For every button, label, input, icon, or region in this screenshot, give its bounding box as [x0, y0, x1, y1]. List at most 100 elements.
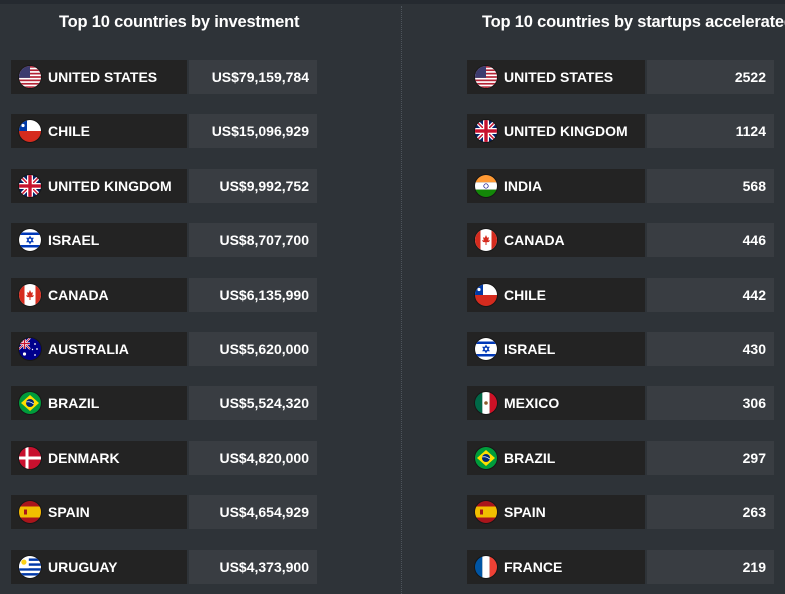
flag-fr-icon — [475, 555, 497, 578]
country-name-denmark: DENMARK — [48, 449, 120, 466]
value-label: 446 — [742, 232, 766, 249]
country-cell: UNITED KINGDOM — [467, 114, 645, 149]
value-cell: US$4,373,900 — [189, 549, 317, 584]
flag-br-icon — [19, 392, 41, 415]
flag-ca-icon — [475, 229, 497, 252]
table-row: INDIA 568 — [402, 168, 785, 203]
table-row: DENMARK US$4,820,000 — [0, 440, 400, 475]
value-cell: 2522 — [647, 60, 774, 94]
country-cell: CHILE — [11, 114, 187, 149]
value-label: US$15,096,929 — [211, 123, 309, 140]
value-cell: 430 — [647, 332, 774, 366]
value-label: 430 — [742, 341, 766, 357]
value-label: US$6,135,990 — [219, 286, 309, 303]
table-row: BRAZIL 297 — [402, 440, 785, 475]
value-label: 568 — [742, 177, 766, 194]
country-cell: CHILE — [467, 277, 645, 312]
flag-ca-icon — [19, 283, 41, 306]
country-name-chile: CHILE — [504, 286, 546, 303]
table-row: UNITED KINGDOM 1124 — [402, 114, 785, 149]
value-cell: US$5,620,000 — [189, 332, 317, 366]
country-cell: SPAIN — [467, 495, 645, 530]
flag-cl-icon — [19, 120, 41, 143]
country-name-canada: CANADA — [48, 286, 109, 303]
table-row: BRAZIL US$5,524,320 — [0, 386, 400, 421]
flag-us-icon — [475, 66, 497, 88]
value-label: US$5,620,000 — [219, 341, 309, 357]
flag-br-icon — [475, 446, 497, 469]
country-cell: UNITED STATES — [11, 60, 187, 94]
value-cell: US$4,654,929 — [189, 495, 317, 530]
country-name-spain: SPAIN — [504, 504, 546, 521]
country-name-brazil: BRAZIL — [48, 395, 100, 412]
value-cell: 446 — [647, 223, 774, 258]
value-label: US$8,707,700 — [219, 232, 309, 249]
country-name-united-kingdom: UNITED KINGDOM — [48, 177, 172, 194]
value-cell: 442 — [647, 277, 774, 312]
value-label: 442 — [742, 286, 766, 303]
country-name-france: FRANCE — [504, 558, 563, 575]
country-name-israel: ISRAEL — [48, 232, 100, 249]
country-cell: UNITED KINGDOM — [11, 168, 187, 203]
country-name-united-kingdom: UNITED KINGDOM — [504, 123, 628, 140]
country-cell: CANADA — [11, 277, 187, 312]
table-row: ISRAEL 430 — [402, 332, 785, 366]
country-cell: BRAZIL — [467, 440, 645, 475]
country-cell: AUSTRALIA — [11, 332, 187, 366]
country-name-united-states: UNITED STATES — [48, 69, 158, 85]
value-cell: US$9,992,752 — [189, 168, 317, 203]
country-cell: FRANCE — [467, 549, 645, 584]
flag-au-icon — [19, 338, 41, 360]
value-cell: US$8,707,700 — [189, 223, 317, 258]
table-row: CHILE US$15,096,929 — [0, 114, 400, 149]
value-label: 297 — [742, 449, 766, 466]
investment-title: Top 10 countries by investment — [59, 13, 300, 31]
value-cell: US$15,096,929 — [189, 114, 317, 149]
table-row: AUSTRALIA US$5,620,000 — [0, 332, 400, 366]
value-label: 306 — [742, 395, 766, 412]
table-row: UNITED STATES US$79,159,784 — [0, 60, 400, 94]
value-cell: 219 — [647, 549, 774, 584]
flag-es-icon — [19, 501, 41, 524]
country-name-australia: AUSTRALIA — [48, 341, 129, 357]
country-name-united-states: UNITED STATES — [504, 69, 614, 85]
value-cell: 263 — [647, 495, 774, 530]
table-row: CHILE 442 — [402, 277, 785, 312]
country-cell: URUGUAY — [11, 549, 187, 584]
value-label: 263 — [742, 504, 766, 521]
table-row: SPAIN 263 — [402, 495, 785, 530]
value-label: US$4,654,929 — [219, 504, 309, 521]
table-row: UNITED KINGDOM US$9,992,752 — [0, 168, 400, 203]
value-label: US$79,159,784 — [211, 69, 309, 85]
value-cell: 568 — [647, 168, 774, 203]
flag-us-icon — [19, 66, 41, 88]
startups-title: Top 10 countries by startups accelerated — [482, 13, 785, 31]
table-row: ISRAEL US$8,707,700 — [0, 223, 400, 258]
flag-il-icon — [475, 338, 497, 360]
value-cell: US$4,820,000 — [189, 440, 317, 475]
flag-gb-icon — [19, 174, 41, 197]
value-cell: US$6,135,990 — [189, 277, 317, 312]
value-label: US$4,373,900 — [219, 558, 309, 575]
value-label: US$9,992,752 — [219, 177, 309, 194]
country-cell: CANADA — [467, 223, 645, 258]
value-label: 219 — [742, 558, 766, 575]
flag-il-icon — [19, 229, 41, 252]
table-row: URUGUAY US$4,373,900 — [0, 549, 400, 584]
table-row: MEXICO 306 — [402, 386, 785, 421]
value-label: 2522 — [734, 69, 766, 85]
flag-mx-icon — [475, 392, 497, 415]
country-name-canada: CANADA — [504, 232, 565, 249]
value-cell: 297 — [647, 440, 774, 475]
country-cell: ISRAEL — [467, 332, 645, 366]
value-cell: US$79,159,784 — [189, 60, 317, 94]
table-row: SPAIN US$4,654,929 — [0, 495, 400, 530]
country-cell: ISRAEL — [11, 223, 187, 258]
flag-in-icon — [475, 174, 497, 197]
country-name-chile: CHILE — [48, 123, 90, 140]
flag-uy-icon — [19, 555, 41, 578]
country-cell: UNITED STATES — [467, 60, 645, 94]
table-row: UNITED STATES 2522 — [402, 60, 785, 94]
value-label: US$4,820,000 — [219, 449, 309, 466]
flag-es-icon — [475, 501, 497, 524]
